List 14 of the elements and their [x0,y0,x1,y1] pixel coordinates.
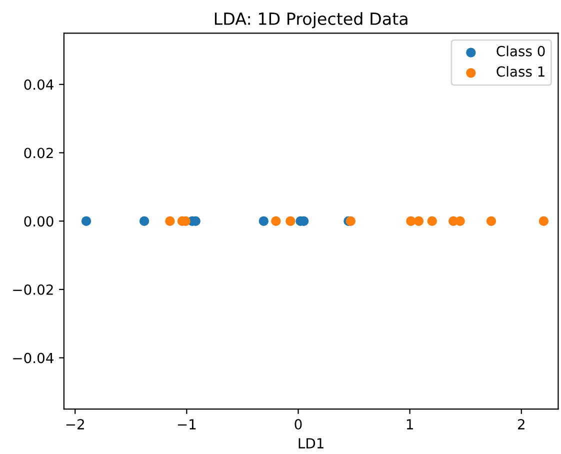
chart-title: LDA: 1D Projected Data [214,12,408,28]
legend-label: Class 1 [496,66,544,77]
x-tick-label: 0 [294,419,302,430]
x-axis-title: LD1 [298,438,324,448]
y-tick-label: −0.04 [13,352,54,364]
y-tick-label: 0.02 [24,148,53,158]
y-tick-label: 0.00 [24,216,54,227]
y-tick-label: 0.04 [24,79,54,90]
x-tick-label: −1 [178,419,196,430]
x-tick-label: 2 [518,419,524,430]
y-tick-label: −0.02 [13,284,53,295]
x-tick-label: −2 [66,419,84,430]
x-tick-label: 1 [406,419,413,430]
legend-label: Class 0 [496,46,545,56]
